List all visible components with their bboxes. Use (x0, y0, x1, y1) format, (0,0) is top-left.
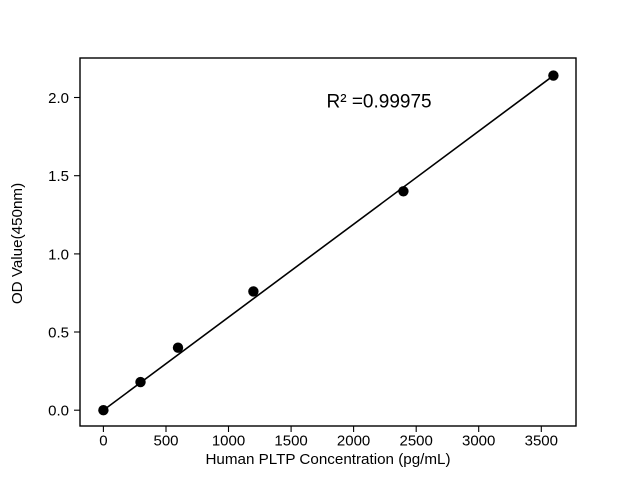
svg-text:1000: 1000 (212, 433, 245, 450)
svg-text:2000: 2000 (337, 433, 370, 450)
svg-text:0.5: 0.5 (48, 325, 69, 342)
svg-text:2500: 2500 (400, 433, 433, 450)
svg-text:2.0: 2.0 (48, 90, 69, 107)
svg-text:1500: 1500 (274, 433, 307, 450)
svg-text:500: 500 (153, 433, 178, 450)
svg-text:0: 0 (99, 433, 107, 450)
svg-text:3000: 3000 (462, 433, 495, 450)
svg-text:0.0: 0.0 (48, 403, 69, 420)
svg-text:R² =0.99975: R² =0.99975 (327, 92, 432, 113)
svg-text:3500: 3500 (525, 433, 558, 450)
svg-text:1.5: 1.5 (48, 168, 69, 185)
svg-text:1.0: 1.0 (48, 246, 69, 263)
svg-text:OD Value(450nm): OD Value(450nm) (9, 183, 26, 304)
svg-text:Human PLTP Concentration (pg/m: Human PLTP Concentration (pg/mL) (205, 451, 450, 468)
